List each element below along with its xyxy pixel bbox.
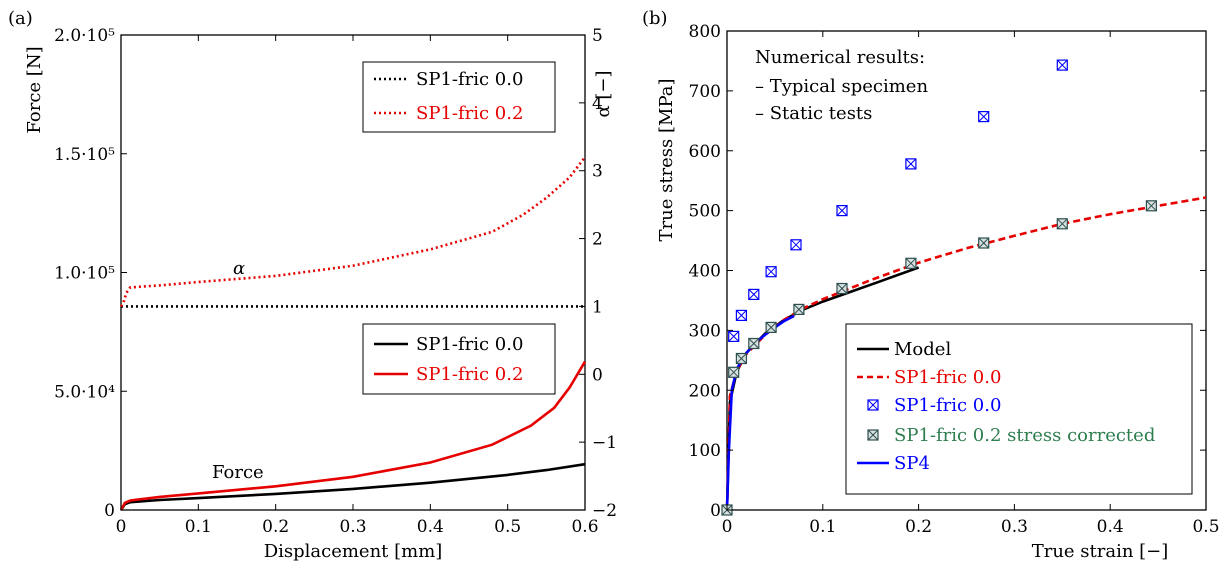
marker-sp1-corrected xyxy=(836,282,848,295)
y2tick-label-a: 2 xyxy=(592,230,603,250)
ylabel-b: True stress [MPa] xyxy=(656,78,677,241)
xtick-label-a: 0 xyxy=(116,517,127,537)
annotation-force: Force xyxy=(212,462,264,483)
ytick-label-a: 5.0·10⁴ xyxy=(54,382,115,402)
legend-force-label-1: SP1-fric 0.2 xyxy=(416,364,523,385)
ytick-label-b: 700 xyxy=(689,82,721,102)
marker-sp1-corrected xyxy=(1145,200,1158,212)
xtick-label-b: 0.5 xyxy=(1192,517,1219,537)
y2tick-label-a: −1 xyxy=(592,433,617,453)
marker-sp1-fric00 xyxy=(1056,59,1068,71)
xtick-label-a: 0.6 xyxy=(571,517,598,537)
legend-b-swatch-sp1-marker xyxy=(867,399,879,411)
legend-alpha-label-0: SP1-fric 0.0 xyxy=(416,69,523,90)
ytick-label-b: 300 xyxy=(689,321,721,341)
y2tick-label-a: 1 xyxy=(592,297,603,317)
marker-sp1-fric00 xyxy=(836,205,848,217)
xtick-label-b: 0.1 xyxy=(809,517,836,537)
ticks-layer-b: 0 0.1 0.2 0.3 0.4 0.5 0 100 200 300 400 500 600 700 80… xyxy=(689,22,1220,537)
ytick-label-a: 0 xyxy=(104,501,115,521)
ytick-label-b: 400 xyxy=(689,262,721,282)
panel-label-a: (a) xyxy=(8,8,33,29)
ytick-label-a: 1.5·10⁵ xyxy=(54,145,115,165)
marker-sp1-corrected xyxy=(1056,218,1068,230)
legend-b-label-sp1-dashed: SP1-fric 0.0 xyxy=(894,367,1001,388)
legend-b: Model SP1-fric 0.0 SP1-fric 0.0 SP1-fric… xyxy=(845,323,1193,495)
ytick-label-b: 600 xyxy=(689,142,721,162)
series-layer-b xyxy=(721,59,1207,516)
marker-sp1-fric00 xyxy=(735,309,748,321)
legend-force-label-0: SP1-fric 0.0 xyxy=(416,334,523,355)
chart-panel-a: 0 0.1 0.2 0.3 0.4 0.5 0.6 0 5.0·10⁴ 1.0·10⁵ 1.5·10… xyxy=(24,26,617,562)
marker-sp1-corrected xyxy=(748,337,760,350)
xtick-label-b: 0.4 xyxy=(1097,517,1124,537)
annotation-numerical-results: Numerical results: xyxy=(755,47,925,68)
legend-alpha: SP1-fric 0.0 SP1-fric 0.2 xyxy=(362,61,556,133)
marker-sp1-corrected xyxy=(793,303,805,315)
legend-b-label-corrected-marker: SP1-fric 0.2 stress corrected xyxy=(894,425,1155,446)
marker-sp1-fric00 xyxy=(978,110,990,123)
y2tick-label-a: 3 xyxy=(592,162,603,182)
annotation-static-tests: – Static tests xyxy=(755,103,872,124)
ylabel-a: Force [N] xyxy=(24,46,45,133)
legend-b-box xyxy=(845,323,1193,495)
marker-sp1-corrected xyxy=(765,321,777,333)
ytick-label-a: 1.0·10⁵ xyxy=(54,264,115,284)
legend-force-box xyxy=(362,323,556,395)
panel-label-b: (b) xyxy=(642,8,668,29)
y2tick-label-a: −2 xyxy=(592,501,617,521)
marker-sp1-corrected xyxy=(978,237,990,249)
legend-b-swatch-corrected-marker xyxy=(867,429,879,441)
xtick-label-a: 0.4 xyxy=(417,517,444,537)
legend-force: SP1-fric 0.0 SP1-fric 0.2 xyxy=(362,323,556,395)
series-a-alpha-1 xyxy=(119,156,587,308)
y2tick-label-a: 0 xyxy=(592,365,603,385)
ytick-label-b: 500 xyxy=(689,202,721,222)
xlabel-a: Displacement [mm] xyxy=(264,541,443,562)
ytick-label-b: 800 xyxy=(689,22,721,42)
ytick-label-b: 200 xyxy=(689,381,721,401)
ytick-label-b: 0 xyxy=(710,501,721,521)
annotation-typical-specimen: – Typical specimen xyxy=(755,76,928,97)
legend-b-label-sp1-marker: SP1-fric 0.0 xyxy=(894,395,1001,416)
marker-sp1-corrected xyxy=(728,366,740,378)
xlabel-b: True strain [−] xyxy=(1032,541,1169,562)
legend-alpha-box xyxy=(362,61,556,133)
xtick-label-a: 0.1 xyxy=(185,517,212,537)
y2label-a: α [−] xyxy=(593,70,614,117)
xtick-label-b: 0 xyxy=(722,517,733,537)
xtick-label-a: 0.5 xyxy=(494,517,521,537)
marker-sp1-fric00 xyxy=(905,158,917,170)
xtick-label-a: 0.2 xyxy=(262,517,289,537)
series-a-force-2 xyxy=(119,462,586,511)
ticks-layer-a: 0 0.1 0.2 0.3 0.4 0.5 0.6 0 5.0·10⁴ 1.0·10⁵ 1.5·10… xyxy=(54,26,617,537)
y2tick-label-a: 4 xyxy=(592,94,603,114)
legend-alpha-label-1: SP1-fric 0.2 xyxy=(416,103,523,124)
series-b-line-4 xyxy=(725,314,795,511)
y2tick-label-a: 5 xyxy=(592,26,603,46)
legend-b-label-model: Model xyxy=(894,339,951,360)
marker-sp1-fric00 xyxy=(728,330,740,342)
marker-sp1-fric00 xyxy=(748,288,760,300)
chart-panel-b: 0 0.1 0.2 0.3 0.4 0.5 0 100 200 300 400 500 600 700 80… xyxy=(656,22,1220,562)
ytick-label-b: 100 xyxy=(689,441,721,461)
xtick-label-a: 0.3 xyxy=(339,517,366,537)
marker-sp1-fric00 xyxy=(790,239,802,251)
marker-sp1-fric00 xyxy=(765,266,777,278)
marker-sp1-corrected xyxy=(735,352,748,365)
ytick-label-a: 2.0·10⁵ xyxy=(54,26,115,46)
marker-sp1-corrected xyxy=(905,257,917,269)
series-a-force-3 xyxy=(119,360,587,511)
annotation-alpha: α xyxy=(233,258,245,279)
legend-b-label-sp4: SP4 xyxy=(894,453,930,474)
xtick-label-b: 0.3 xyxy=(1001,517,1028,537)
xtick-label-b: 0.2 xyxy=(905,517,932,537)
series-layer-a xyxy=(119,156,587,511)
